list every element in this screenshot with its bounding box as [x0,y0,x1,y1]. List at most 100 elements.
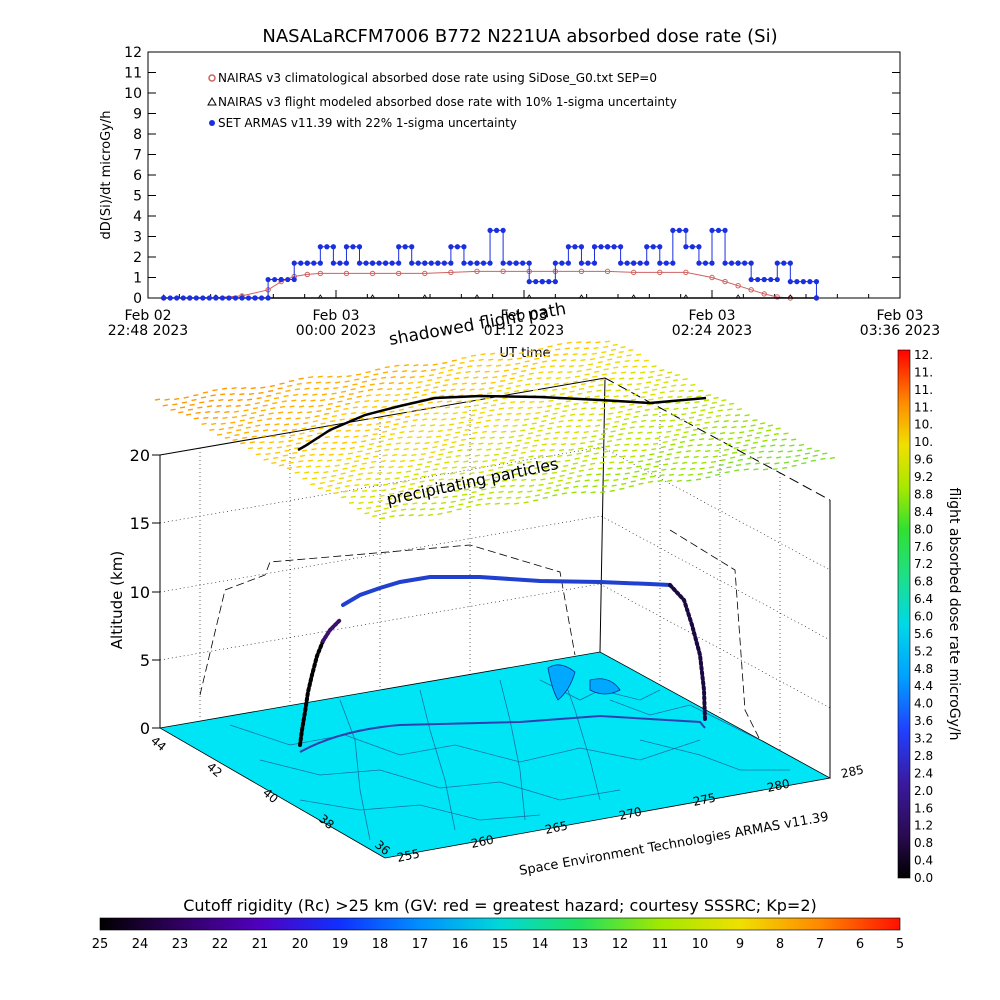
particle-mark [688,389,694,393]
armas-point [696,244,702,250]
armas-point [591,260,598,266]
particle-mark [487,497,493,500]
armas-point [813,279,820,285]
armas-point [618,244,624,250]
particle-mark [641,419,647,423]
particle-mark [550,417,556,420]
particle-mark [536,489,542,492]
armas-point [761,276,767,283]
particle-mark [345,429,351,432]
particle-mark [293,423,299,426]
particle-mark [328,425,334,428]
particle-mark [565,400,571,403]
particle-mark [599,356,605,359]
particle-mark [593,346,599,350]
particle-mark [367,447,373,450]
particle-mark [601,455,607,459]
particle-mark [328,453,334,456]
particle-mark [665,376,671,379]
particle-mark [488,469,494,472]
particle-mark [520,451,526,454]
particle-mark [628,461,634,464]
particle-mark [677,423,683,426]
particle-mark [305,439,311,442]
particle-mark [770,444,776,447]
particle-mark [393,423,399,426]
particle-mark [383,399,389,403]
particle-mark [720,459,726,462]
particle-mark [315,465,321,468]
particle-mark [776,456,782,459]
particle-mark [418,403,424,406]
particle-mark [553,466,559,469]
particle-mark [288,379,295,383]
particle-mark [257,419,263,422]
particle-mark [334,381,341,384]
particle-mark [366,506,372,510]
particle-mark [671,384,677,387]
particle-mark [162,404,168,407]
armas-point [206,295,212,301]
rigidity-colorbar-tick-label: 7 [816,937,824,952]
particle-mark [443,412,449,415]
particle-mark [590,380,596,383]
particle-mark [403,475,410,478]
particle-mark [282,429,288,432]
particle-mark [618,433,624,436]
particle-mark [639,454,645,457]
particle-mark [595,341,601,344]
particle-mark [714,449,720,452]
particle-mark [600,432,607,436]
particle-mark [555,460,561,463]
armas-point [644,244,650,250]
particle-mark [377,417,384,420]
particle-mark [758,427,764,430]
particle-mark [718,463,724,467]
particle-mark [461,382,467,385]
particle-mark [312,393,318,396]
particle-mark [335,405,341,408]
armas-point [657,260,663,266]
particle-mark [499,436,505,439]
particle-mark [528,372,535,375]
particle-mark [255,424,261,427]
particle-mark [654,407,660,411]
particle-mark [631,420,637,424]
rigidity-colorbar-tick-label: 15 [492,937,509,952]
particle-mark [243,409,249,412]
particle-mark [657,479,663,483]
particle-mark [536,460,542,464]
particle-mark [701,461,707,464]
particle-mark [775,427,781,430]
rigidity-colorbar-tick-label: 5 [896,937,904,952]
particle-mark [545,350,551,353]
dose-colorbar-tick-label: 2.4 [914,766,933,780]
particle-mark [470,414,476,417]
dose-colorbar-tick-label: 11. [914,400,933,414]
particle-mark [543,437,549,440]
particle-mark [323,387,329,390]
particle-mark [154,398,161,401]
particle-mark [321,476,327,479]
armas-point [618,260,624,266]
particle-mark [368,501,374,504]
particle-mark [625,413,631,416]
particle-mark [429,424,436,427]
particle-mark [388,465,394,469]
particle-mark [743,468,749,471]
armas-point [219,295,226,301]
armas-point [369,260,376,266]
particle-mark [344,380,350,383]
particle-mark [640,371,646,374]
y-tick-label: 11 [124,66,142,82]
particle-mark [628,485,635,488]
particle-mark [191,398,197,402]
particle-mark [179,406,186,409]
particle-mark [294,447,300,450]
particle-mark [261,435,267,438]
legend-entry-nairas-clim: NAIRAS v3 climatological absorbed dose r… [218,71,657,85]
particle-mark [620,455,626,458]
particle-mark [686,479,692,482]
particle-mark [658,450,665,454]
particle-mark [709,466,715,469]
